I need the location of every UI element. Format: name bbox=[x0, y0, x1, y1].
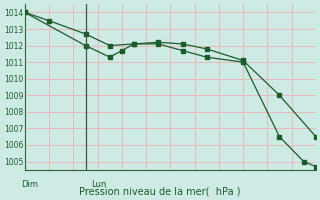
Text: Dim: Dim bbox=[21, 180, 38, 189]
Text: Lun: Lun bbox=[91, 180, 107, 189]
Text: Pression niveau de la mer(  hPa ): Pression niveau de la mer( hPa ) bbox=[79, 186, 241, 196]
